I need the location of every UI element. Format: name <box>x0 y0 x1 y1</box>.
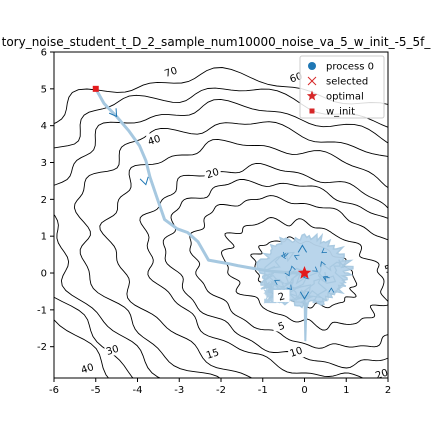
y-tick-label: 0 <box>41 269 47 280</box>
contour-label-bg <box>380 262 388 275</box>
contour-label-bg <box>79 361 96 374</box>
contour-line-70 <box>54 67 388 378</box>
cloud-arrow <box>312 266 318 272</box>
legend-marker-x <box>307 76 317 86</box>
cloud-arrow <box>293 254 300 261</box>
contour-line-15 <box>162 179 388 369</box>
contour-label: 2 <box>277 291 286 303</box>
x-tick-label: -1 <box>258 385 268 396</box>
x-tick-label: 1 <box>343 385 349 396</box>
contour-line-50 <box>54 98 388 378</box>
contour-label: 5 <box>277 321 286 333</box>
legend-marker-star <box>306 90 318 101</box>
cloud-arrow <box>282 251 289 258</box>
legend-marker-circle <box>308 62 316 70</box>
legend-box <box>299 55 385 119</box>
contour-label: 40 <box>147 134 163 148</box>
cloud-arrow <box>290 265 296 272</box>
cloud-arrow <box>280 253 287 259</box>
legend-label: optimal <box>326 92 364 103</box>
contour-label-bg <box>146 133 163 146</box>
selected-arrow <box>108 108 118 118</box>
y-tick-label: 5 <box>41 84 47 95</box>
contour-line-30 <box>99 138 388 378</box>
trajectory-spike <box>303 295 308 342</box>
x-tick-label: 0 <box>301 385 307 396</box>
contour-label-bg <box>162 65 179 78</box>
selected-arrow <box>139 176 149 186</box>
x-tick-label: -4 <box>133 385 143 396</box>
legend-marker-square <box>309 108 315 114</box>
x-tick-label: -2 <box>216 385 226 396</box>
contour-label: 30 <box>105 344 121 358</box>
y-tick-label: -2 <box>37 342 47 353</box>
cloud-arrow <box>324 276 330 282</box>
legend-label: w_init <box>326 107 355 118</box>
y-tick-label: 2 <box>41 195 47 206</box>
chart-title: tory_noise_student_t_D_2_sample_num10000… <box>2 35 432 49</box>
legend: process 0 selected optimal w_init <box>299 55 385 119</box>
cloud-arrow <box>328 287 335 293</box>
x-tick-label: -3 <box>174 385 184 396</box>
x-tick-label: 2 <box>385 385 391 396</box>
contour-label-bg <box>204 347 221 360</box>
contour-label-bg <box>273 319 290 332</box>
contour-label: 70 <box>163 66 179 80</box>
contour-line-10 <box>189 195 388 349</box>
contour-label: 10 <box>289 345 305 359</box>
contour-line-5 <box>221 217 388 331</box>
legend-label: selected <box>326 77 368 88</box>
cloud-arrow <box>320 260 326 267</box>
selected-arrow <box>299 291 310 300</box>
contour-label-bg <box>104 343 121 356</box>
w-init-marker <box>92 85 99 92</box>
optimal-star <box>297 266 312 279</box>
contour-label-bg <box>373 367 388 378</box>
cloud-arrow <box>286 284 292 291</box>
y-tick-label: 1 <box>41 232 47 243</box>
x-tick-label: -5 <box>91 385 101 396</box>
cloud-arrow <box>322 275 329 282</box>
contour-label: 15 <box>205 347 221 361</box>
cloud-arrow <box>284 270 290 277</box>
selected-arrow <box>297 244 308 253</box>
y-tick-label: 6 <box>41 48 47 59</box>
x-tick-label: -6 <box>49 385 59 396</box>
y-tick-label: 4 <box>41 121 47 132</box>
trajectory-line <box>94 87 306 275</box>
contour-label: 20 <box>374 368 390 382</box>
cloud-arrow <box>321 247 327 254</box>
contour-line-40 <box>73 121 388 378</box>
y-tick-label: 3 <box>41 158 47 169</box>
cloud-arrow <box>274 279 280 286</box>
contour-line-20 <box>139 162 388 378</box>
contour-label-bg <box>204 166 221 179</box>
contour-label-bg <box>288 345 305 358</box>
contour-label: 40 <box>80 362 96 376</box>
contour-label: 5 <box>383 264 392 276</box>
legend-label: process 0 <box>326 62 374 73</box>
contour-label: 20 <box>205 167 221 181</box>
contour-label-bg <box>273 289 290 302</box>
y-tick-label: -1 <box>37 305 47 316</box>
